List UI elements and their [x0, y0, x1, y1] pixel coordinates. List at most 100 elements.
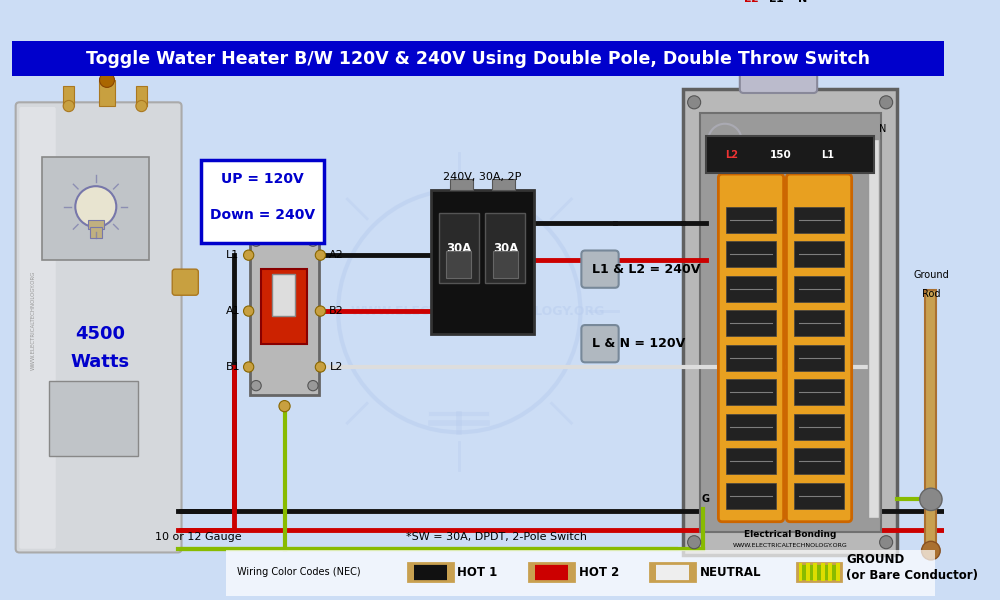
Bar — [683, 89, 897, 555]
Text: L1 & L2 = 240V: L1 & L2 = 240V — [592, 263, 700, 275]
Text: B1: B1 — [225, 362, 240, 372]
Bar — [650, 563, 695, 581]
Text: GROUND
(or Bare Conductor): GROUND (or Bare Conductor) — [846, 553, 978, 582]
Bar — [568, 563, 574, 581]
Bar — [726, 275, 776, 302]
Text: 4500: 4500 — [75, 325, 125, 343]
Bar — [492, 179, 515, 190]
Circle shape — [251, 380, 261, 391]
Bar — [836, 563, 840, 581]
Circle shape — [244, 306, 254, 316]
Bar — [42, 157, 149, 260]
Circle shape — [136, 100, 147, 112]
Bar — [446, 251, 471, 278]
Circle shape — [688, 96, 701, 109]
FancyBboxPatch shape — [16, 103, 182, 553]
Circle shape — [880, 536, 893, 549]
Bar — [99, 80, 115, 106]
Bar — [797, 563, 802, 581]
Circle shape — [63, 100, 74, 112]
Text: UP = 120V: UP = 120V — [221, 172, 304, 186]
Circle shape — [244, 250, 254, 260]
FancyBboxPatch shape — [19, 107, 56, 549]
Bar — [726, 344, 776, 371]
Text: L1: L1 — [821, 149, 834, 160]
Bar — [794, 344, 844, 371]
Circle shape — [308, 236, 318, 247]
FancyBboxPatch shape — [786, 174, 852, 522]
Text: Watts: Watts — [71, 353, 130, 371]
Bar — [485, 213, 525, 283]
Bar — [821, 563, 825, 581]
Circle shape — [315, 362, 326, 372]
Bar — [726, 482, 776, 509]
Bar — [868, 139, 879, 518]
Text: Wiring Color Codes (NEC): Wiring Color Codes (NEC) — [237, 567, 361, 577]
FancyBboxPatch shape — [718, 174, 784, 522]
Circle shape — [315, 250, 326, 260]
Bar — [726, 379, 776, 405]
Bar — [794, 275, 844, 302]
Text: A2: A2 — [329, 250, 344, 260]
Circle shape — [880, 96, 893, 109]
Bar — [529, 563, 574, 581]
Bar — [439, 213, 479, 283]
Circle shape — [244, 362, 254, 372]
Text: Toggle Water Heater B/W 120V & 240V Using Double Pole, Double Throw Switch: Toggle Water Heater B/W 120V & 240V Usin… — [86, 50, 870, 68]
Bar — [797, 563, 841, 581]
Bar — [250, 232, 319, 395]
Text: Ground: Ground — [913, 271, 949, 280]
Bar — [799, 563, 802, 581]
Text: WWW.ELECTRICALTECHNOLOGY.ORG: WWW.ELECTRICALTECHNOLOGY.ORG — [31, 271, 36, 370]
Text: G: G — [701, 494, 709, 505]
Bar — [431, 190, 534, 334]
Text: WWW.ELECTRICALTECHNOLOGY.ORG: WWW.ELECTRICALTECHNOLOGY.ORG — [351, 305, 605, 317]
Text: L1: L1 — [769, 0, 784, 4]
Text: *SW = 30A, DPDT, 2-Pole Switch: *SW = 30A, DPDT, 2-Pole Switch — [406, 532, 587, 542]
Bar — [650, 563, 656, 581]
Circle shape — [75, 186, 116, 227]
Bar — [794, 413, 844, 440]
Text: SW*: SW* — [270, 196, 299, 209]
Circle shape — [251, 236, 261, 247]
Bar — [447, 563, 453, 581]
Circle shape — [922, 541, 940, 560]
Bar — [726, 310, 776, 336]
Bar — [88, 220, 104, 229]
Bar — [828, 563, 832, 581]
Bar — [794, 206, 844, 233]
Text: N: N — [798, 0, 807, 4]
Bar — [136, 86, 147, 106]
Text: L2: L2 — [744, 0, 758, 4]
Bar — [726, 206, 776, 233]
Text: Down = 240V: Down = 240V — [210, 208, 315, 222]
Bar — [408, 563, 414, 581]
Bar — [700, 113, 881, 532]
Bar — [90, 227, 102, 238]
Text: 240V, 30A, 2P: 240V, 30A, 2P — [443, 172, 522, 182]
Text: HOT 1: HOT 1 — [457, 566, 498, 578]
Text: A1: A1 — [225, 306, 240, 316]
Text: Rod: Rod — [922, 289, 940, 299]
Text: B2: B2 — [329, 306, 344, 316]
Text: 30A: 30A — [446, 242, 472, 254]
Circle shape — [308, 380, 318, 391]
Bar — [794, 448, 844, 474]
FancyBboxPatch shape — [740, 53, 817, 93]
Bar — [836, 563, 841, 581]
Bar — [63, 86, 74, 106]
Text: L2: L2 — [725, 149, 738, 160]
Bar — [272, 274, 295, 316]
Bar — [726, 413, 776, 440]
Bar — [706, 136, 874, 173]
Bar — [806, 563, 810, 581]
Circle shape — [100, 73, 114, 88]
Bar — [726, 241, 776, 267]
Text: N: N — [879, 124, 886, 134]
Text: L2: L2 — [330, 362, 343, 372]
Text: HOT 2: HOT 2 — [579, 566, 619, 578]
Bar — [925, 290, 936, 551]
Bar — [450, 179, 473, 190]
FancyBboxPatch shape — [581, 325, 619, 362]
Bar — [794, 379, 844, 405]
